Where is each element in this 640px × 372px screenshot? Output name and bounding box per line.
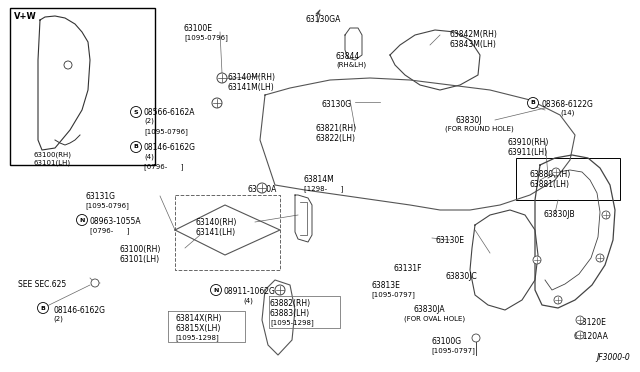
- Text: 63815X(LH): 63815X(LH): [175, 324, 220, 333]
- Circle shape: [217, 73, 227, 83]
- Text: 63830JB: 63830JB: [543, 210, 575, 219]
- Text: S: S: [134, 109, 138, 115]
- Text: 63100G: 63100G: [431, 337, 461, 346]
- Text: 63814X(RH): 63814X(RH): [175, 314, 221, 323]
- Circle shape: [257, 183, 267, 193]
- Text: B: B: [531, 100, 536, 106]
- Text: [0796-      ]: [0796- ]: [90, 227, 129, 234]
- Text: 63911(LH): 63911(LH): [508, 148, 548, 157]
- Text: [1095-1298]: [1095-1298]: [270, 319, 314, 326]
- Text: 08963-1055A: 08963-1055A: [90, 217, 141, 226]
- Text: 63881(LH): 63881(LH): [529, 180, 569, 189]
- Text: 63101(LH): 63101(LH): [33, 159, 70, 166]
- Text: 63140M(RH): 63140M(RH): [228, 73, 276, 82]
- Text: 63844: 63844: [336, 52, 360, 61]
- Text: 08146-6162G: 08146-6162G: [53, 306, 105, 315]
- Bar: [516, 158, 620, 200]
- Circle shape: [212, 98, 222, 108]
- Circle shape: [275, 285, 285, 295]
- Text: 63120AA: 63120AA: [574, 332, 609, 341]
- Text: 63843M(LH): 63843M(LH): [450, 40, 497, 49]
- Text: 63814M: 63814M: [304, 175, 335, 184]
- Circle shape: [472, 334, 480, 342]
- Text: 63821(RH): 63821(RH): [316, 124, 357, 133]
- Text: [1095-0797]: [1095-0797]: [431, 347, 475, 354]
- Circle shape: [64, 61, 72, 69]
- Circle shape: [77, 215, 88, 225]
- Circle shape: [131, 106, 141, 118]
- Circle shape: [596, 254, 604, 262]
- Text: B: B: [40, 305, 45, 311]
- Text: 63813E: 63813E: [371, 281, 400, 290]
- Circle shape: [527, 97, 538, 109]
- Text: (4): (4): [243, 297, 253, 304]
- Text: 63130G: 63130G: [322, 100, 352, 109]
- Text: 63822(LH): 63822(LH): [316, 134, 356, 143]
- Text: (FOR ROUND HOLE): (FOR ROUND HOLE): [445, 126, 514, 132]
- Text: [0796-      ]: [0796- ]: [144, 163, 184, 170]
- Text: 63100(RH): 63100(RH): [33, 152, 71, 158]
- Text: [1095-0796]: [1095-0796]: [85, 202, 129, 209]
- Text: [1095-0796]: [1095-0796]: [144, 128, 188, 135]
- Text: (2): (2): [144, 118, 154, 125]
- Text: 63830JA: 63830JA: [413, 305, 445, 314]
- Text: 63130E: 63130E: [436, 236, 465, 245]
- Text: 63120E: 63120E: [578, 318, 607, 327]
- Text: SEE SEC.625: SEE SEC.625: [18, 280, 67, 289]
- Text: 63140(RH): 63140(RH): [196, 218, 237, 227]
- Text: [1095-0797]: [1095-0797]: [371, 291, 415, 298]
- Circle shape: [91, 279, 99, 287]
- Circle shape: [533, 256, 541, 264]
- Text: (4): (4): [144, 153, 154, 160]
- Text: 08368-6122G: 08368-6122G: [541, 100, 593, 109]
- Text: [1095-1298]: [1095-1298]: [175, 334, 219, 341]
- Text: JF3000-0: JF3000-0: [596, 353, 630, 362]
- Circle shape: [576, 316, 584, 324]
- Text: [1298-      ]: [1298- ]: [304, 185, 344, 192]
- Circle shape: [211, 285, 221, 295]
- Text: 63830J: 63830J: [455, 116, 481, 125]
- Circle shape: [576, 331, 584, 339]
- Text: 63100(RH): 63100(RH): [120, 245, 161, 254]
- Text: (14): (14): [560, 110, 574, 116]
- Text: 63101(LH): 63101(LH): [120, 255, 160, 264]
- Text: V+W: V+W: [14, 12, 36, 21]
- Text: 63880(RH): 63880(RH): [529, 170, 570, 179]
- Text: N: N: [79, 218, 84, 222]
- Circle shape: [554, 296, 562, 304]
- Text: [1095-0796]: [1095-0796]: [184, 34, 228, 41]
- Circle shape: [38, 302, 49, 314]
- Circle shape: [552, 168, 560, 176]
- Circle shape: [602, 211, 610, 219]
- Text: 63830JC: 63830JC: [445, 272, 477, 281]
- Text: 08911-1062G: 08911-1062G: [224, 287, 276, 296]
- Text: 63130GA: 63130GA: [305, 15, 340, 24]
- Text: 63120A: 63120A: [248, 185, 277, 194]
- Text: 63842M(RH): 63842M(RH): [450, 30, 498, 39]
- Text: 08566-6162A: 08566-6162A: [144, 108, 195, 117]
- Bar: [10, 8, 155, 165]
- Text: 63100E: 63100E: [184, 24, 213, 33]
- Text: B: B: [134, 144, 138, 150]
- Text: 08146-6162G: 08146-6162G: [144, 143, 196, 152]
- Text: (2): (2): [53, 316, 63, 323]
- Text: 63141(LH): 63141(LH): [196, 228, 236, 237]
- Text: N: N: [213, 288, 219, 292]
- Text: (FOR OVAL HOLE): (FOR OVAL HOLE): [404, 315, 465, 321]
- Text: 63131G: 63131G: [85, 192, 115, 201]
- Text: 63882(RH): 63882(RH): [270, 299, 311, 308]
- Circle shape: [131, 141, 141, 153]
- Text: (RH&LH): (RH&LH): [336, 62, 366, 68]
- Text: 63131F: 63131F: [393, 264, 422, 273]
- Text: 63141M(LH): 63141M(LH): [228, 83, 275, 92]
- Text: 63883(LH): 63883(LH): [270, 309, 310, 318]
- Text: 63910(RH): 63910(RH): [508, 138, 549, 147]
